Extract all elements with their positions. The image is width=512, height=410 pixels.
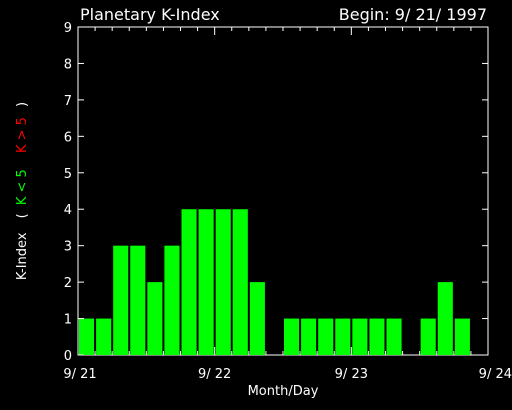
x-axis-label: Month/Day bbox=[248, 384, 319, 399]
bar bbox=[164, 245, 180, 355]
bar bbox=[301, 318, 317, 355]
bar bbox=[147, 282, 163, 355]
x-tick-label: 9/ 24 bbox=[479, 367, 512, 382]
bar bbox=[420, 318, 436, 355]
y-label-open-paren: ( bbox=[15, 213, 30, 218]
chart-subtitle: Begin: 9/ 21/ 1997 bbox=[339, 5, 487, 24]
y-tick-label: 0 bbox=[64, 349, 72, 364]
bar bbox=[318, 318, 334, 355]
y-tick-label: 6 bbox=[64, 130, 72, 145]
y-tick-label: 4 bbox=[64, 203, 72, 218]
chart-title: Planetary K-Index bbox=[80, 5, 220, 24]
y-tick-label: 8 bbox=[64, 57, 72, 72]
bar bbox=[79, 318, 95, 355]
bar bbox=[198, 209, 214, 355]
bar bbox=[130, 245, 146, 355]
bar bbox=[386, 318, 402, 355]
y-tick-label: 1 bbox=[64, 313, 72, 328]
bars-group bbox=[79, 209, 470, 355]
y-tick-label: 7 bbox=[64, 94, 72, 109]
bar bbox=[369, 318, 385, 355]
y-axis-label: K-Index ( K < 5 K > 5 ) bbox=[15, 102, 30, 280]
y-label-kindex: K-Index bbox=[15, 232, 30, 280]
y-tick-label: 5 bbox=[64, 167, 72, 182]
y-tick-label: 2 bbox=[64, 276, 72, 291]
y-ticks-group: 0 1 2 3 4 5 6 7 8 9 bbox=[64, 21, 488, 364]
y-label-high: K > 5 bbox=[15, 117, 30, 153]
bar bbox=[215, 209, 231, 355]
y-tick-label: 9 bbox=[64, 21, 72, 36]
bar bbox=[249, 282, 265, 355]
bar bbox=[181, 209, 197, 355]
y-label-close-paren: ) bbox=[15, 102, 30, 107]
y-tick-label: 3 bbox=[64, 240, 72, 255]
bar bbox=[437, 282, 453, 355]
bar bbox=[232, 209, 248, 355]
y-label-low: K < 5 bbox=[15, 169, 30, 205]
x-tick-label: 9/ 21 bbox=[63, 367, 96, 382]
bar bbox=[352, 318, 368, 355]
x-tick-label: 9/ 23 bbox=[335, 367, 368, 382]
bar bbox=[335, 318, 351, 355]
x-ticks-group: 9/ 21 9/ 22 9/ 23 9/ 24 bbox=[63, 27, 512, 382]
bar bbox=[284, 318, 300, 355]
svg-text:K-Index ( K < 5: K-Index ( K < 5 K > 5 ) bbox=[15, 102, 30, 280]
bar bbox=[96, 318, 112, 355]
bar bbox=[454, 318, 470, 355]
bar bbox=[113, 245, 129, 355]
x-tick-label: 9/ 22 bbox=[198, 367, 231, 382]
